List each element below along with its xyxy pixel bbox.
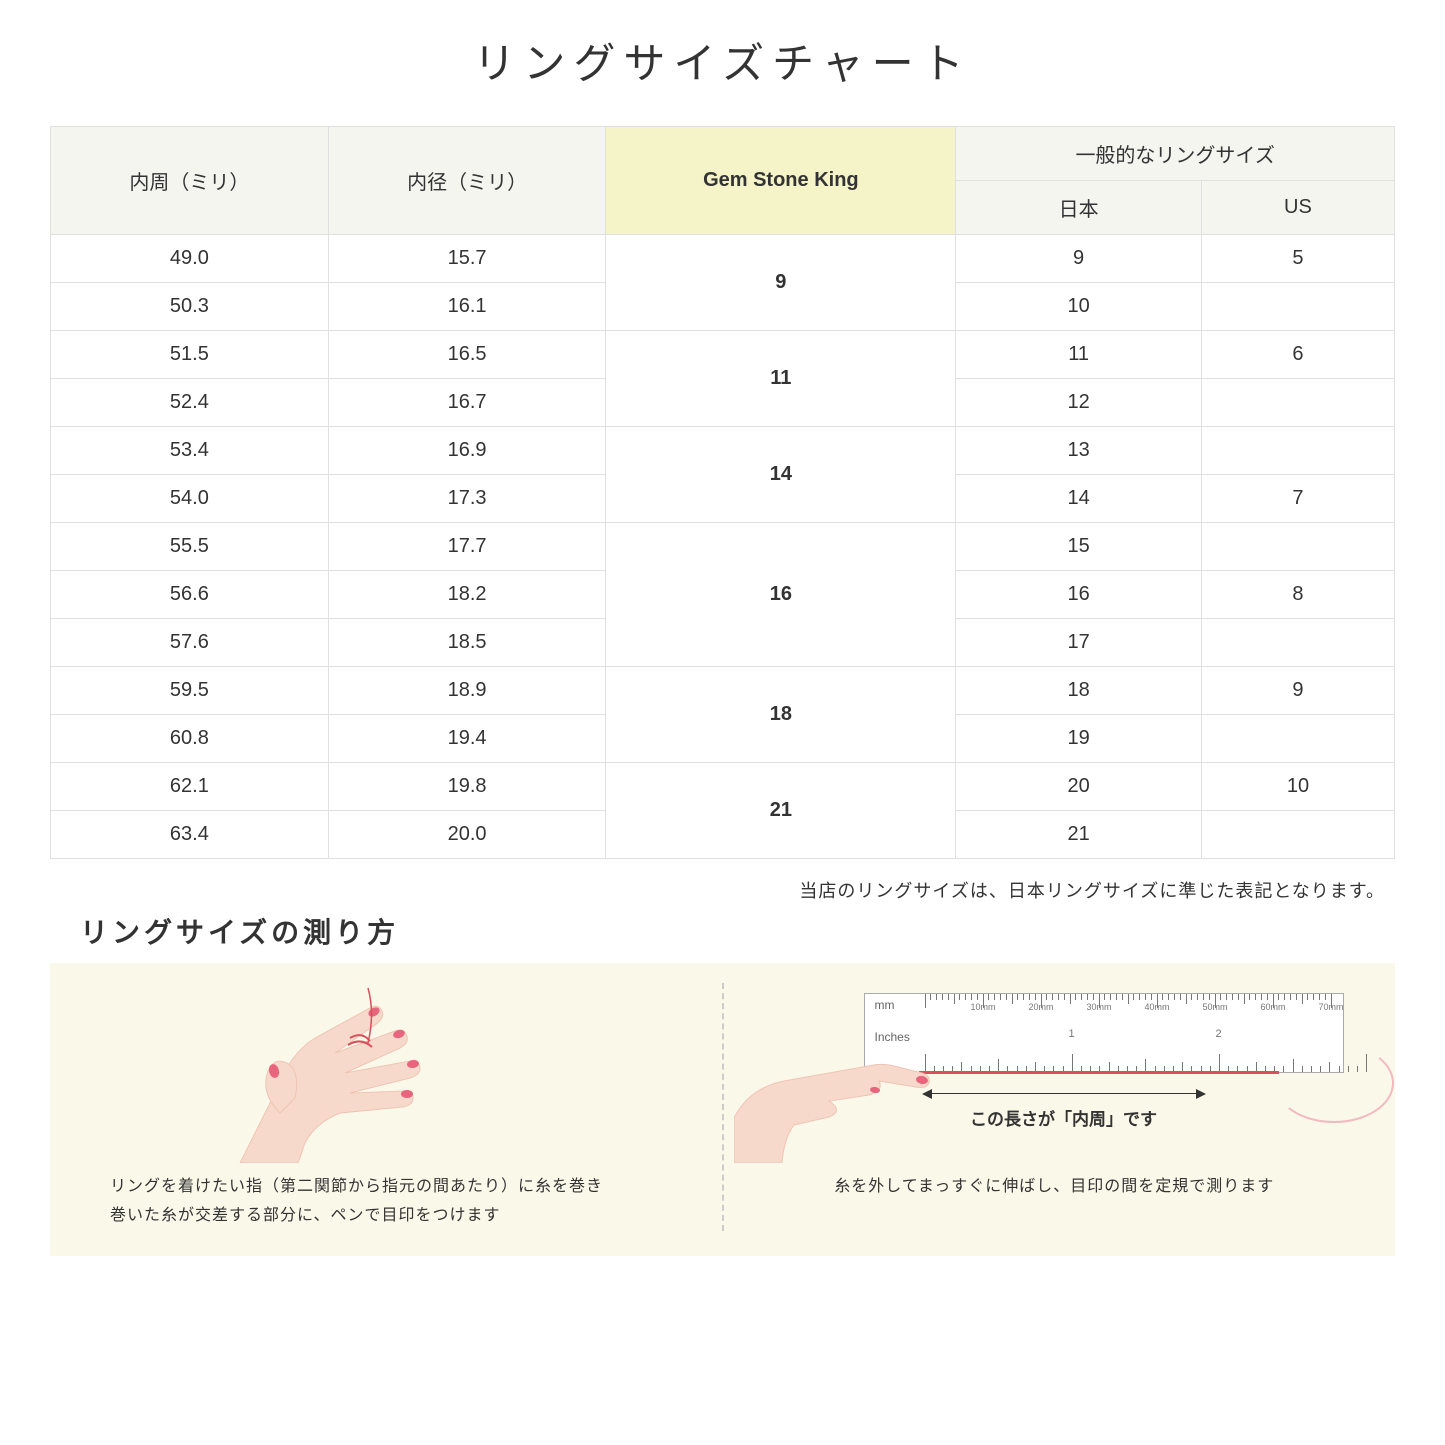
table-cell: 63.4: [51, 811, 329, 859]
instruction-right-panel: mm Inches 10mm20mm30mm40mm50mm60mm70mm12…: [744, 983, 1366, 1231]
table-cell: 53.4: [51, 427, 329, 475]
ruler-mm-mark: 20mm: [1029, 1002, 1054, 1012]
table-cell: 21: [956, 811, 1202, 859]
table-cell: 18.9: [328, 667, 606, 715]
table-cell: [1201, 523, 1394, 571]
table-row: 55.517.71615: [51, 523, 1395, 571]
th-general: 一般的なリングサイズ: [956, 127, 1395, 181]
th-circumference: 内周（ミリ）: [51, 127, 329, 235]
hand-wrap-icon: [220, 983, 480, 1163]
table-cell: 18.2: [328, 571, 606, 619]
table-cell: [1201, 715, 1394, 763]
table-cell: 15.7: [328, 235, 606, 283]
ruler-mm-mark: 50mm: [1203, 1002, 1228, 1012]
table-cell: 11: [956, 331, 1202, 379]
ruler-mm-mark: 70mm: [1319, 1002, 1344, 1012]
table-cell: [1201, 619, 1394, 667]
table-cell: 8: [1201, 571, 1394, 619]
ruler-mm-mark: 30mm: [1087, 1002, 1112, 1012]
instruction-right-text: 糸を外してまっすぐに伸ばし、目印の間を定規で測ります: [744, 1173, 1366, 1202]
table-cell: 7: [1201, 475, 1394, 523]
measure-arrow: [924, 1093, 1204, 1094]
table-cell: 19.8: [328, 763, 606, 811]
table-cell: 5: [1201, 235, 1394, 283]
table-cell: 9: [956, 235, 1202, 283]
th-diameter: 内径（ミリ）: [328, 127, 606, 235]
table-row: 62.119.8212010: [51, 763, 1395, 811]
table-cell: 16.9: [328, 427, 606, 475]
table-row: 49.015.7995: [51, 235, 1395, 283]
table-cell: 9: [606, 235, 956, 331]
table-cell: 62.1: [51, 763, 329, 811]
table-cell: 18: [606, 667, 956, 763]
table-cell: 16.1: [328, 283, 606, 331]
instruction-left-text: リングを着けたい指（第二関節から指元の間あたり）に糸を巻き 巻いた糸が交差する部…: [110, 1173, 702, 1231]
size-note: 当店のリングサイズは、日本リングサイズに準じた表記となります。: [50, 877, 1385, 903]
table-cell: 17.3: [328, 475, 606, 523]
table-cell: 10: [1201, 763, 1394, 811]
hand-measure-icon: [734, 1033, 934, 1163]
measure-arrow-label: この長さが「内周」です: [924, 1105, 1204, 1130]
table-cell: [1201, 427, 1394, 475]
table-cell: 16.5: [328, 331, 606, 379]
table-cell: 15: [956, 523, 1202, 571]
table-cell: [1201, 379, 1394, 427]
panel-divider: [722, 983, 724, 1231]
table-cell: 51.5: [51, 331, 329, 379]
table-cell: 57.6: [51, 619, 329, 667]
table-cell: 19: [956, 715, 1202, 763]
table-cell: 6: [1201, 331, 1394, 379]
table-cell: 18: [956, 667, 1202, 715]
table-cell: 59.5: [51, 667, 329, 715]
ruler-mm-label: mm: [875, 998, 895, 1012]
table-cell: 52.4: [51, 379, 329, 427]
table-cell: 50.3: [51, 283, 329, 331]
ruler-inch-mark: 1: [1069, 1028, 1075, 1040]
table-cell: 11: [606, 331, 956, 427]
table-cell: 10: [956, 283, 1202, 331]
ring-size-table: 内周（ミリ） 内径（ミリ） Gem Stone King 一般的なリングサイズ …: [50, 126, 1395, 859]
th-japan: 日本: [956, 181, 1202, 235]
table-cell: 49.0: [51, 235, 329, 283]
thread-line: [919, 1071, 1279, 1074]
ruler-icon: mm Inches 10mm20mm30mm40mm50mm60mm70mm12: [864, 993, 1344, 1073]
table-cell: 16: [606, 523, 956, 667]
ruler-inch-mark: 2: [1216, 1028, 1222, 1040]
table-cell: 14: [956, 475, 1202, 523]
thread-curl: [1274, 1043, 1394, 1123]
table-cell: 20: [956, 763, 1202, 811]
measure-subtitle: リングサイズの測り方: [80, 911, 1395, 951]
table-cell: 18.5: [328, 619, 606, 667]
table-cell: [1201, 283, 1394, 331]
table-cell: 20.0: [328, 811, 606, 859]
table-cell: 21: [606, 763, 956, 859]
table-cell: 55.5: [51, 523, 329, 571]
table-cell: 14: [606, 427, 956, 523]
table-cell: 17: [956, 619, 1202, 667]
ruler-mm-mark: 60mm: [1261, 1002, 1286, 1012]
ruler-mm-mark: 40mm: [1145, 1002, 1170, 1012]
table-row: 59.518.918189: [51, 667, 1395, 715]
table-cell: 16.7: [328, 379, 606, 427]
table-cell: 16: [956, 571, 1202, 619]
table-cell: 54.0: [51, 475, 329, 523]
ruler-mm-mark: 10mm: [971, 1002, 996, 1012]
table-row: 51.516.511116: [51, 331, 1395, 379]
table-cell: 17.7: [328, 523, 606, 571]
th-gsk: Gem Stone King: [606, 127, 956, 235]
instructions-panel: リングを着けたい指（第二関節から指元の間あたり）に糸を巻き 巻いた糸が交差する部…: [50, 963, 1395, 1256]
table-cell: 12: [956, 379, 1202, 427]
table-row: 53.416.91413: [51, 427, 1395, 475]
th-us: US: [1201, 181, 1394, 235]
table-cell: 13: [956, 427, 1202, 475]
table-cell: 60.8: [51, 715, 329, 763]
table-cell: 9: [1201, 667, 1394, 715]
page-title: リングサイズチャート: [50, 30, 1395, 91]
table-cell: [1201, 811, 1394, 859]
table-cell: 56.6: [51, 571, 329, 619]
table-cell: 19.4: [328, 715, 606, 763]
instruction-left-panel: リングを着けたい指（第二関節から指元の間あたり）に糸を巻き 巻いた糸が交差する部…: [80, 983, 702, 1231]
